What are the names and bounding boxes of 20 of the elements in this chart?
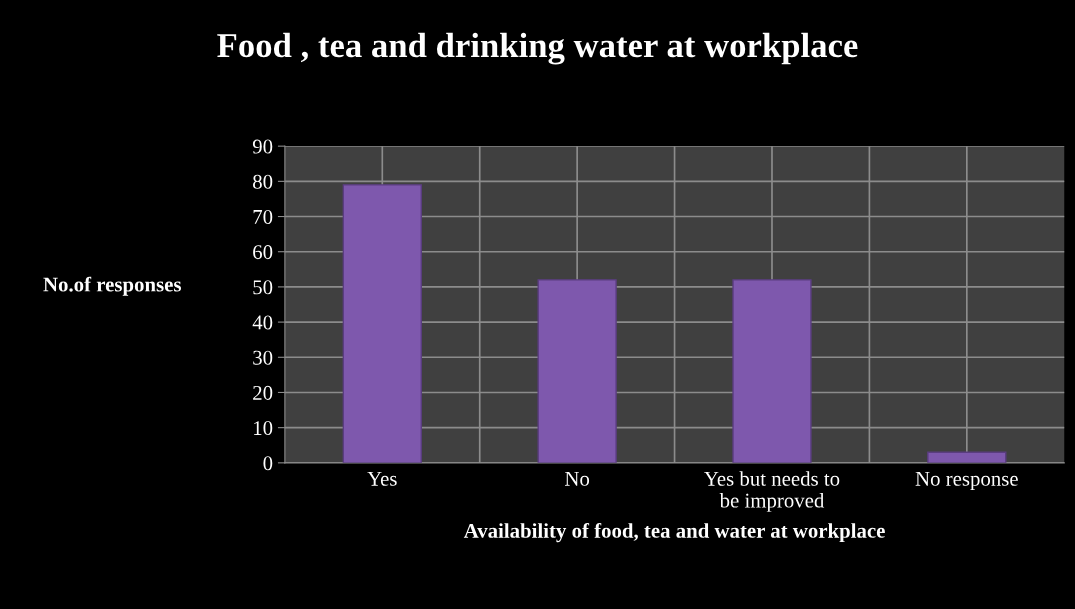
y-axis-title: No.of responses — [43, 276, 182, 296]
y-tick-label: 40 — [252, 315, 273, 330]
y-tick-label: 60 — [253, 245, 273, 260]
y-tick-label: 20 — [253, 385, 273, 400]
y-tick-label: 30 — [253, 350, 273, 365]
bar — [342, 184, 422, 463]
chart-title: Food , tea and drinking water at workplace — [217, 32, 858, 65]
x-tick-label: No — [565, 471, 590, 486]
y-tick-label: 50 — [253, 280, 273, 295]
x-axis-title: Availability of food, tea and water at workplace — [463, 522, 885, 543]
bar — [537, 279, 617, 463]
y-tick-label: 80 — [253, 174, 273, 189]
y-tick-label: 70 — [253, 209, 273, 224]
y-tick-label: 90 — [252, 139, 273, 154]
x-tick-label: No response — [915, 471, 1018, 491]
y-tick-label: 10 — [254, 421, 273, 436]
y-tick-label: 0 — [263, 456, 273, 471]
x-tick-label: Yes — [367, 471, 397, 486]
x-tick-label: Yes but needs to be improved — [704, 471, 840, 512]
bar — [732, 279, 812, 463]
